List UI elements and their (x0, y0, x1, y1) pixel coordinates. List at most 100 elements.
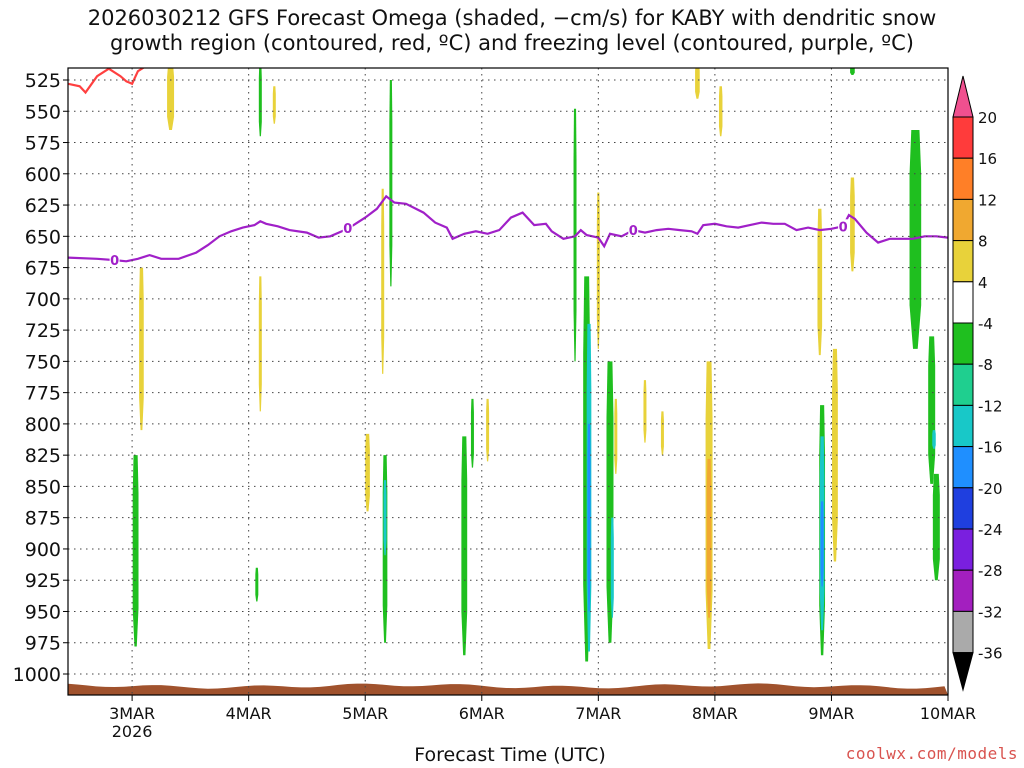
omega-shade-6 (255, 567, 259, 602)
omega-shade-9 (365, 433, 370, 512)
x-tick-label-9MAR: 9MAR (808, 704, 854, 723)
colorbar-label-8: -16 (978, 439, 1003, 457)
colorbar-segment-11 (952, 569, 974, 612)
colorbar-segment-9 (952, 487, 974, 530)
omega-shade-3 (258, 68, 262, 137)
y-tick-label-550: 550 (25, 101, 61, 123)
dendritic-contour-1 (555, 68, 558, 69)
colorbar-segment-1 (952, 157, 974, 200)
omega-shade-32 (850, 68, 855, 75)
colorbar-label-10: -24 (978, 521, 1003, 539)
omega-shade-22 (614, 398, 618, 474)
omega-shade-31 (850, 177, 855, 272)
colorbar-label-11: -28 (978, 562, 1003, 580)
omega-shade-0 (167, 68, 175, 131)
omega-shade-19 (596, 192, 600, 349)
y-tick-label-675: 675 (25, 258, 61, 280)
y-tick-label-725: 725 (25, 320, 61, 342)
x-axis-label: Forecast Time (UTC) (414, 744, 606, 766)
x-tick-label-4MAR: 4MAR (226, 704, 272, 723)
y-tick-label-900: 900 (25, 539, 61, 561)
x-tick-label-7MAR: 7MAR (575, 704, 621, 723)
colorbar-label-1: 16 (978, 150, 997, 168)
omega-shade-13 (470, 398, 474, 468)
y-tick-label-575: 575 (25, 133, 61, 155)
x-tick-label-5MAR: 5MAR (342, 704, 388, 723)
omega-shade-2 (132, 455, 139, 647)
x-tick-label-3MAR: 3MAR (109, 704, 155, 723)
plot-area: 0 0 0 0 (68, 64, 948, 695)
omega-shade-4 (272, 86, 276, 124)
colorbar-label-12: -32 (978, 603, 1003, 621)
y-tick-label-925: 925 (25, 570, 61, 592)
y-tick-label-625: 625 (25, 195, 61, 217)
y-tick-label-775: 775 (25, 383, 61, 405)
colorbar-segment-2 (952, 198, 974, 242)
colorbar-segment-10 (952, 528, 974, 571)
freezing-level-label-bg-2 (628, 223, 639, 237)
omega-shade-18 (587, 423, 591, 612)
colorbar-label-2: 12 (978, 191, 997, 209)
freezing-level-label-bg-3 (838, 219, 849, 233)
omega-shade-28 (706, 458, 712, 618)
omega-shade-1 (139, 267, 144, 431)
omega-shade-7 (389, 80, 393, 287)
omega-shade-26 (718, 86, 723, 137)
omega-shade-36 (909, 130, 922, 349)
y-tick-label-650: 650 (25, 226, 61, 248)
omega-shade-24 (660, 411, 664, 456)
colorbar-label-0: 20 (978, 109, 997, 127)
site-credit[interactable]: coolwx.com/models (845, 744, 1018, 763)
plot-frame (67, 67, 949, 696)
y-tick-label-1000: 1000 (13, 664, 61, 686)
dendritic-contour-0 (68, 68, 145, 95)
colorbar-segment-7 (952, 404, 974, 448)
freezing-level-label-1: 0 (343, 222, 352, 237)
y-tick-label-950: 950 (25, 601, 61, 623)
omega-shade-29 (817, 208, 823, 356)
colorbar-segment-6 (952, 363, 974, 406)
y-tick-label-600: 600 (25, 164, 61, 186)
omega-shade-21 (610, 517, 614, 618)
x-tick-sublabel-3MAR: 2026 (112, 722, 153, 741)
omega-shade-30 (832, 348, 838, 562)
x-tick-label-10MAR: 10MAR (920, 704, 976, 723)
omega-shade-11 (383, 480, 387, 556)
colorbar-segment-5 (952, 322, 974, 365)
colorbar-label-9: -20 (978, 480, 1003, 498)
colorbar-label-6: -8 (978, 356, 993, 374)
colorbar-segment-8 (952, 446, 974, 489)
omega-shade-5 (258, 276, 262, 412)
colorbar-top-arrow (952, 75, 974, 118)
y-tick-label-850: 850 (25, 476, 61, 498)
y-tick-label-975: 975 (25, 633, 61, 655)
y-tick-label-700: 700 (25, 289, 61, 311)
omega-shade-38 (932, 473, 940, 581)
omega-shade-39 (932, 430, 936, 449)
omega-shade-25 (695, 68, 700, 99)
dendritic-contour-3 (855, 64, 867, 66)
y-tick-label-800: 800 (25, 414, 61, 436)
chart-title: 2026030212 GFS Forecast Omega (shaded, −… (87, 6, 937, 55)
terrain-surface (68, 683, 948, 695)
colorbar-segment-4 (952, 281, 974, 324)
omega-shade-14 (486, 398, 490, 462)
colorbar-label-3: 8 (978, 233, 988, 251)
colorbar-segment-3 (952, 240, 974, 283)
colorbar-bottom-arrow (952, 652, 974, 692)
freezing-level-label-2: 0 (629, 224, 638, 239)
y-tick-label-825: 825 (25, 445, 61, 467)
omega-shade-12 (461, 436, 468, 656)
y-tick-label-875: 875 (25, 508, 61, 530)
freezing-level-line (68, 194, 948, 263)
colorbar-label-13: -36 (978, 645, 1003, 663)
omega-shade-8 (381, 188, 385, 374)
freezing-level-label-3: 0 (839, 220, 848, 235)
x-tick-label-8MAR: 8MAR (692, 704, 738, 723)
freezing-level-label-bg-1 (342, 221, 353, 235)
colorbar-label-7: -12 (978, 397, 1003, 415)
freezing-level-label-bg-0 (109, 253, 120, 267)
x-tick-label-6MAR: 6MAR (459, 704, 505, 723)
colorbar-label-4: 4 (978, 274, 988, 292)
